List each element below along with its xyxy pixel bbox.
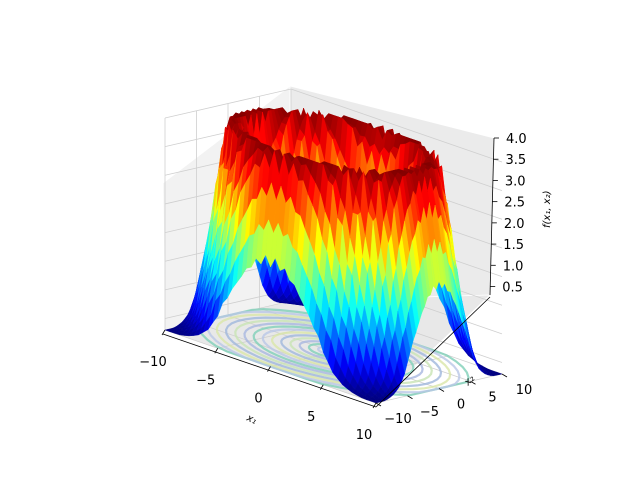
y-tick	[438, 388, 445, 392]
y-tick-label: 5	[488, 390, 496, 405]
z-ticks: 0.5 1.0 1.5 2.0 2.5 3.0 3.5 4.0	[490, 132, 527, 296]
x-tick	[372, 402, 377, 409]
z-axis-line	[489, 137, 495, 296]
y-tick	[470, 380, 476, 385]
y-tick	[407, 395, 413, 400]
x-ticks: −10 −5 0 5 10	[139, 329, 377, 443]
contour-ring	[206, 310, 461, 394]
contour-ring	[224, 316, 443, 388]
x-tick	[267, 366, 271, 372]
y-tick	[375, 402, 382, 407]
x-axis-label: x₁	[244, 412, 259, 427]
x-tick	[161, 329, 166, 336]
y-tick-label: −10	[384, 412, 411, 427]
x-tick-label: 5	[307, 410, 315, 425]
grid-line-z	[164, 88, 503, 163]
surface-plot	[164, 106, 503, 404]
contour-ring	[215, 313, 452, 391]
x-axis-line	[162, 333, 377, 408]
y-tick	[501, 373, 508, 378]
y-tick-label: −5	[420, 405, 439, 420]
y-axis-line	[375, 296, 491, 408]
x-tick-label: −10	[139, 355, 166, 370]
contour-ring	[234, 319, 433, 385]
z-tick-label: 3.0	[505, 174, 526, 189]
axis-lines	[162, 137, 495, 408]
z-tick-label: 4.0	[506, 132, 527, 147]
y-tick-label: 0	[457, 398, 465, 413]
z-tick-label: 3.5	[505, 153, 526, 168]
z-tick-label: 1.0	[503, 259, 524, 274]
x-tick-label: 10	[356, 428, 373, 443]
z-tick-label: 2.0	[504, 217, 525, 232]
y-tick-label: 10	[516, 383, 533, 398]
x-tick	[214, 348, 219, 354]
z-tick-label: 1.5	[503, 238, 524, 253]
z-axis-label: f(x₁, x₂)	[542, 190, 553, 228]
y-axis-label: x₂	[462, 373, 478, 389]
x-tick	[319, 384, 324, 390]
x-tick-label: −5	[196, 373, 215, 388]
y-ticks: −10 −5 0 5 10	[375, 373, 533, 427]
z-tick-label: 2.5	[504, 196, 525, 211]
x-tick-label: 0	[254, 392, 262, 407]
contour-ring	[243, 322, 424, 382]
surface-patch	[370, 400, 380, 404]
z-tick-label: 0.5	[502, 281, 523, 296]
